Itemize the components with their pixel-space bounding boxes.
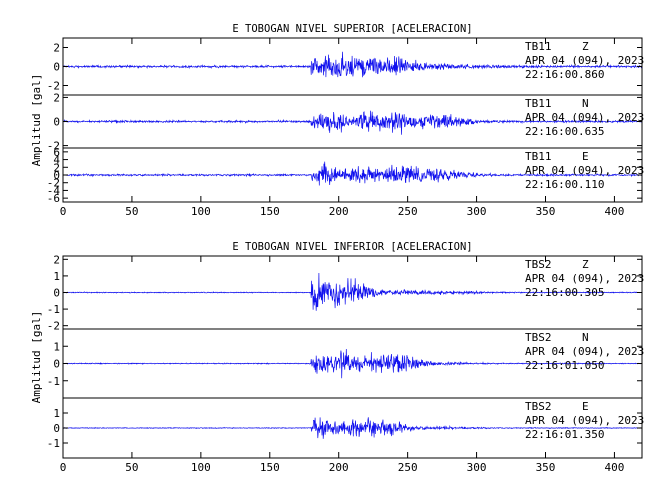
x-tick-label: 50 [125,205,138,218]
time-label: 22:16:00.635 [525,125,604,138]
x-tick-label: 250 [398,205,418,218]
component-label: E [582,150,589,163]
y-tick-label: 0 [53,287,60,300]
x-tick-label: 150 [260,205,280,218]
y-tick-label: -1 [47,375,60,388]
y-tick-label: 2 [53,161,60,174]
y-tick-label: -2 [47,80,60,93]
waveform-line [62,348,643,379]
panel-title: E TOBOGAN NIVEL SUPERIOR [ACELERACION] [232,23,472,35]
y-tick-label: -2 [47,177,60,190]
component-label: E [582,400,589,413]
station-label: TB11 [525,150,552,163]
component-label: Z [582,40,589,53]
component-label: N [582,331,589,344]
y-tick-label: -6 [47,192,60,205]
station-label: TB11 [525,97,552,110]
y-tick-label: -4 [47,184,61,197]
waveform-line [62,272,642,311]
y-tick-label: 1 [53,270,60,283]
y-tick-label: -2 [47,140,60,153]
waveform-line [62,51,643,78]
y-tick-label: -2 [47,320,60,333]
y-tick-label: 0 [53,169,60,182]
time-label: 22:16:00.305 [525,286,604,299]
seismogram-panel-1: E TOBOGAN NIVEL SUPERIOR [ACELERACION]20… [30,23,644,218]
waveform-line [62,110,643,135]
component-label: Z [582,258,589,271]
component-label: N [582,97,589,110]
y-tick-label: -1 [47,437,60,450]
x-tick-label: 300 [467,205,487,218]
x-tick-label: 200 [329,461,349,474]
date-label: APR 04 (094), 2023 [525,272,644,285]
y-tick-label: 1 [53,340,60,353]
x-tick-label: 100 [191,461,211,474]
y-tick-label: 0 [53,61,60,74]
y-tick-label: 2 [53,91,60,104]
time-label: 22:16:01.350 [525,428,604,441]
station-label: TBS2 [525,331,552,344]
date-label: APR 04 (094), 2023 [525,414,644,427]
waveform-line [62,417,643,439]
x-tick-label: 100 [191,205,211,218]
waveform-line [62,161,643,186]
seismogram-panel-2: E TOBOGAN NIVEL INFERIOR [ACELERACION] 2 1… [30,241,644,474]
y-tick-label: 2 [53,42,60,55]
y-tick-label: 0 [53,116,60,129]
date-label: APR 04 (094), 2023 [525,345,644,358]
x-tick-label: 400 [604,461,624,474]
x-tick-label: 350 [536,205,556,218]
x-tick-label: 0 [60,461,67,474]
date-label: APR 04 (094), 2023 [525,111,644,124]
y-tick-label: 0 [53,358,60,371]
station-label: TBS2 [525,400,552,413]
x-tick-label: 350 [536,461,556,474]
x-tick-label: 200 [329,205,349,218]
y-tick-label: 6 [53,146,60,159]
y-axis-label: Amplitud [gal] [30,74,43,167]
y-tick-label: 4 [53,154,60,167]
x-tick-label: 250 [398,461,418,474]
station-label: TB11 [525,40,552,53]
station-label: TBS2 [525,258,552,271]
x-tick-label: 50 [125,461,138,474]
date-label: APR 04 (094), 2023 [525,164,644,177]
y-axis-label: Amplitud [gal] [30,311,43,404]
y-tick-label: -1 [47,303,60,316]
x-tick-label: 400 [604,205,624,218]
time-label: 22:16:00.860 [525,68,604,81]
x-tick-label: 150 [260,461,280,474]
y-tick-label: 2 [53,253,60,266]
x-tick-label: 0 [60,205,67,218]
y-tick-label: 1 [53,407,60,420]
date-label: APR 04 (094), 2023 [525,54,644,67]
panel-title: E TOBOGAN NIVEL INFERIOR [ACELERACION] [232,241,472,253]
x-tick-label: 300 [467,461,487,474]
time-label: 22:16:00.110 [525,178,604,191]
y-tick-label: 0 [53,422,60,435]
time-label: 22:16:01.050 [525,359,604,372]
